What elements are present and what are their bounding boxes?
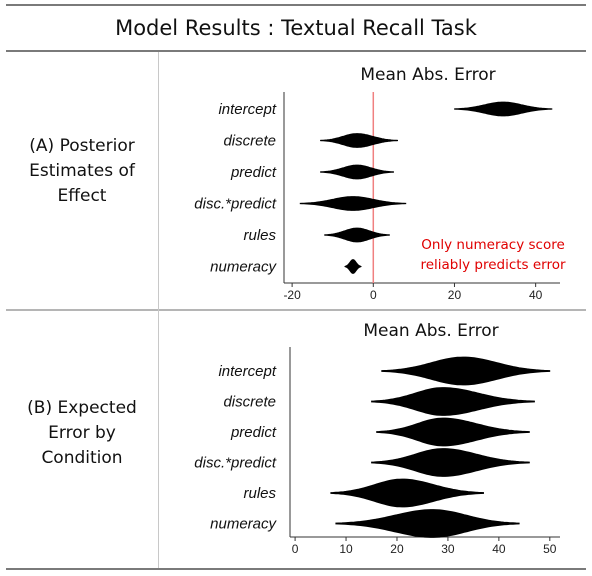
violin-rules <box>324 227 390 243</box>
row-label-b-line-1: (B) Expected <box>27 398 137 418</box>
row-label-b: (B) Expected Error by Condition <box>6 396 158 471</box>
x-tick-label: 30 <box>441 542 455 556</box>
header-rule <box>6 50 586 52</box>
x-tick-label: 0 <box>292 542 299 556</box>
chart-title: Mean Abs. Error <box>360 65 495 85</box>
x-tick-label: 20 <box>448 288 462 302</box>
category-label-discpredict: disc.*predict <box>194 455 277 472</box>
row-label-a: (A) Posterior Estimates of Effect <box>6 134 158 209</box>
violin-discpredict <box>299 196 407 211</box>
violin-numeracy <box>335 509 520 538</box>
violin-discrete <box>320 133 399 148</box>
category-label-rules: rules <box>243 485 276 502</box>
category-label-discrete: discrete <box>223 133 276 150</box>
top-rule <box>6 4 586 6</box>
row-label-b-line-3: Condition <box>41 448 123 468</box>
category-label-numeracy: numeracy <box>210 259 277 276</box>
category-label-numeracy: numeracy <box>210 516 277 533</box>
annotation-line-1: Only numeracy score <box>421 237 565 253</box>
x-tick-label: 10 <box>339 542 353 556</box>
violin-predict <box>320 164 395 180</box>
row-label-b-line-2: Error by <box>48 423 116 443</box>
row-label-a-line-1: (A) Posterior <box>29 136 135 156</box>
violin-discrete <box>371 387 535 416</box>
violin-intercept <box>454 101 553 117</box>
violin-discpredict <box>371 448 530 477</box>
row-label-a-line-3: Effect <box>57 186 107 206</box>
figure-title: Model Results : Textual Recall Task <box>115 16 477 40</box>
violin-intercept <box>381 356 551 386</box>
row-divider <box>6 309 586 311</box>
category-label-intercept: intercept <box>218 363 276 380</box>
row-label-a-line-2: Estimates of <box>29 161 135 181</box>
category-label-intercept: intercept <box>218 101 276 118</box>
x-tick-label: 50 <box>543 542 557 556</box>
category-label-predict: predict <box>230 424 277 441</box>
category-label-discrete: discrete <box>223 394 276 411</box>
chart-title: Mean Abs. Error <box>363 321 498 341</box>
bottom-rule <box>6 568 586 570</box>
x-tick-label: 40 <box>492 542 506 556</box>
violin-numeracy <box>344 259 362 274</box>
x-tick-label: 20 <box>390 542 404 556</box>
category-label-predict: predict <box>230 164 277 181</box>
x-tick-label: 40 <box>529 288 543 302</box>
category-label-discpredict: disc.*predict <box>194 196 277 213</box>
figure-frame: Model Results : Textual Recall Task (A) … <box>6 4 586 570</box>
category-label-rules: rules <box>243 227 276 244</box>
annotation-line-2: reliably predicts error <box>420 257 566 273</box>
violin-rules <box>330 478 485 508</box>
column-divider <box>158 52 159 568</box>
violin-predict <box>376 417 530 447</box>
x-tick-label: 0 <box>370 288 377 302</box>
x-tick-label: -20 <box>283 288 301 302</box>
